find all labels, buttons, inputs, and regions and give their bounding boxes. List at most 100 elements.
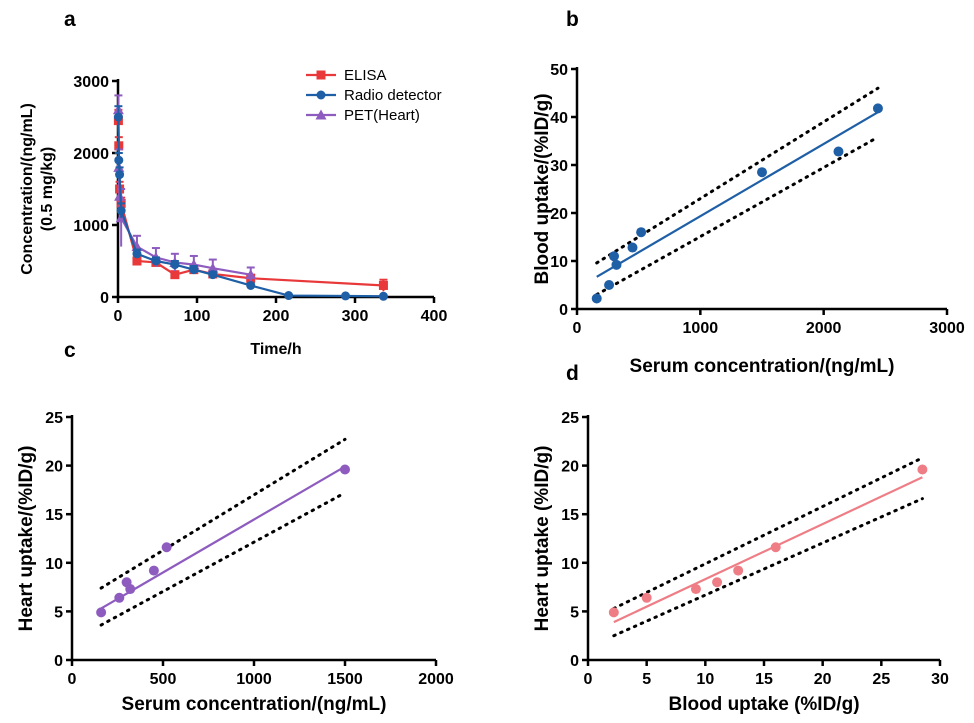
data-point-b [627,242,638,253]
y-tick-label-d: 5 [570,604,579,621]
data-point-b [591,293,602,304]
data-point-pet-heart [207,262,219,273]
data-point-d [712,577,723,588]
data-point-radio-detector [151,256,161,266]
x-tick-label-d: 10 [696,671,714,688]
data-point-radio-detector [378,291,388,301]
data-point-radio-detector [113,112,123,122]
x-tick-label-c: 2000 [418,671,454,688]
regression-line-d [613,476,923,624]
y-tick-label-b: 0 [559,302,568,319]
x-tick-label-d: 20 [814,671,832,688]
legend-marker-pet-heart [315,109,327,120]
x-axis-label-d: Blood uptake (%ID/g) [668,694,859,715]
x-tick-label-a: 100 [184,308,211,325]
data-point-c [148,565,159,576]
x-tick-label-b: 0 [573,320,582,337]
y-tick-label-c: 20 [45,459,63,476]
confidence-band-lower-c [99,491,347,627]
y-tick-label-b: 40 [550,110,568,127]
x-tick-label-a: 300 [342,308,369,325]
data-point-b [636,227,647,238]
regression-line-b [596,111,879,278]
data-point-c [114,592,125,603]
regression-line-c [100,465,346,610]
y-tick-label-d: 25 [561,410,579,427]
data-point-radio-detector [246,280,256,290]
data-point-c [96,607,107,618]
y-axis-label-d: Heart uptake (%ID/g) [532,446,553,632]
y-tick-label-d: 0 [570,653,579,670]
y-tick-label-c: 15 [45,507,63,524]
panel-letter-b: b [566,8,579,31]
y-tick-label-a: 2000 [73,146,109,163]
x-tick-label-b: 1000 [683,320,719,337]
y-tick-label-c: 5 [54,604,63,621]
legend-marker-radio-detector [316,90,326,100]
data-point-b [609,251,619,262]
x-tick-label-c: 500 [150,671,177,688]
data-point-c [125,584,136,595]
confidence-band-lower-b [595,135,880,297]
x-axis-label-a: Time/h [250,341,301,358]
x-axis-label-c: Serum concentration/(ng/mL) [122,694,387,715]
y-tick-label-b: 50 [550,62,568,79]
y-tick-label-d: 20 [561,459,579,476]
y-tick-label-c: 10 [45,556,63,573]
y-tick-label-d: 15 [561,507,579,524]
x-tick-label-b: 2000 [806,320,842,337]
legend-marker-elisa [316,70,326,80]
x-tick-label-d: 5 [642,671,651,688]
x-tick-label-d: 15 [755,671,773,688]
x-tick-label-d: 30 [931,671,949,688]
data-point-b [872,103,883,114]
y-axis-label-c: Heart uptake/(%ID/g) [16,446,37,632]
data-point-radio-detector [208,270,218,280]
y-tick-label-d: 10 [561,556,579,573]
x-tick-label-c: 1000 [236,671,272,688]
confidence-band-lower-d [612,497,924,638]
y-tick-label-c: 25 [45,410,63,427]
y-tick-label-b: 30 [550,158,568,175]
x-tick-label-a: 0 [114,308,123,325]
x-tick-label-a: 400 [421,308,448,325]
legend-label-radio-detector: Radio detector [344,87,442,104]
x-axis-label-b: Serum concentration/(ng/mL) [630,356,895,377]
confidence-band-upper-d [612,456,924,610]
x-tick-label-c: 1500 [327,671,363,688]
data-point-d [608,607,619,618]
y-tick-label-c: 0 [54,653,63,670]
data-point-c [161,542,172,553]
panel-letter-d: d [566,362,579,385]
data-point-d [770,542,781,553]
data-point-elisa [378,280,388,290]
panel-letter-a: a [64,8,76,31]
x-tick-label-d: 25 [872,671,890,688]
legend-label-pet-heart: PET(Heart) [344,107,420,124]
y-tick-label-a: 1000 [73,218,109,235]
y-axis-label-a: (0.5 mg/kg) [39,147,56,231]
x-tick-label-a: 200 [263,308,290,325]
data-point-d [917,464,928,475]
data-point-radio-detector [116,206,126,216]
y-tick-label-b: 20 [550,206,568,223]
data-point-radio-detector [189,265,199,275]
y-axis-label-a: Concentration/(ng/mL) [19,103,36,275]
y-tick-label-b: 10 [550,254,568,271]
y-tick-label-a: 0 [100,290,109,307]
data-point-d [690,584,701,595]
x-tick-label-c: 0 [68,671,77,688]
x-tick-label-b: 3000 [929,320,965,337]
data-point-b [833,146,844,157]
data-point-radio-detector [284,291,294,301]
data-point-b [611,259,622,270]
data-point-elisa [132,256,142,266]
data-point-d [733,565,744,576]
data-point-b [604,280,615,290]
legend-label-elisa: ELISA [344,67,387,84]
data-point-radio-detector [170,260,180,270]
data-point-radio-detector [341,291,351,301]
panel-letter-c: c [64,339,76,362]
data-point-radio-detector [132,249,142,259]
